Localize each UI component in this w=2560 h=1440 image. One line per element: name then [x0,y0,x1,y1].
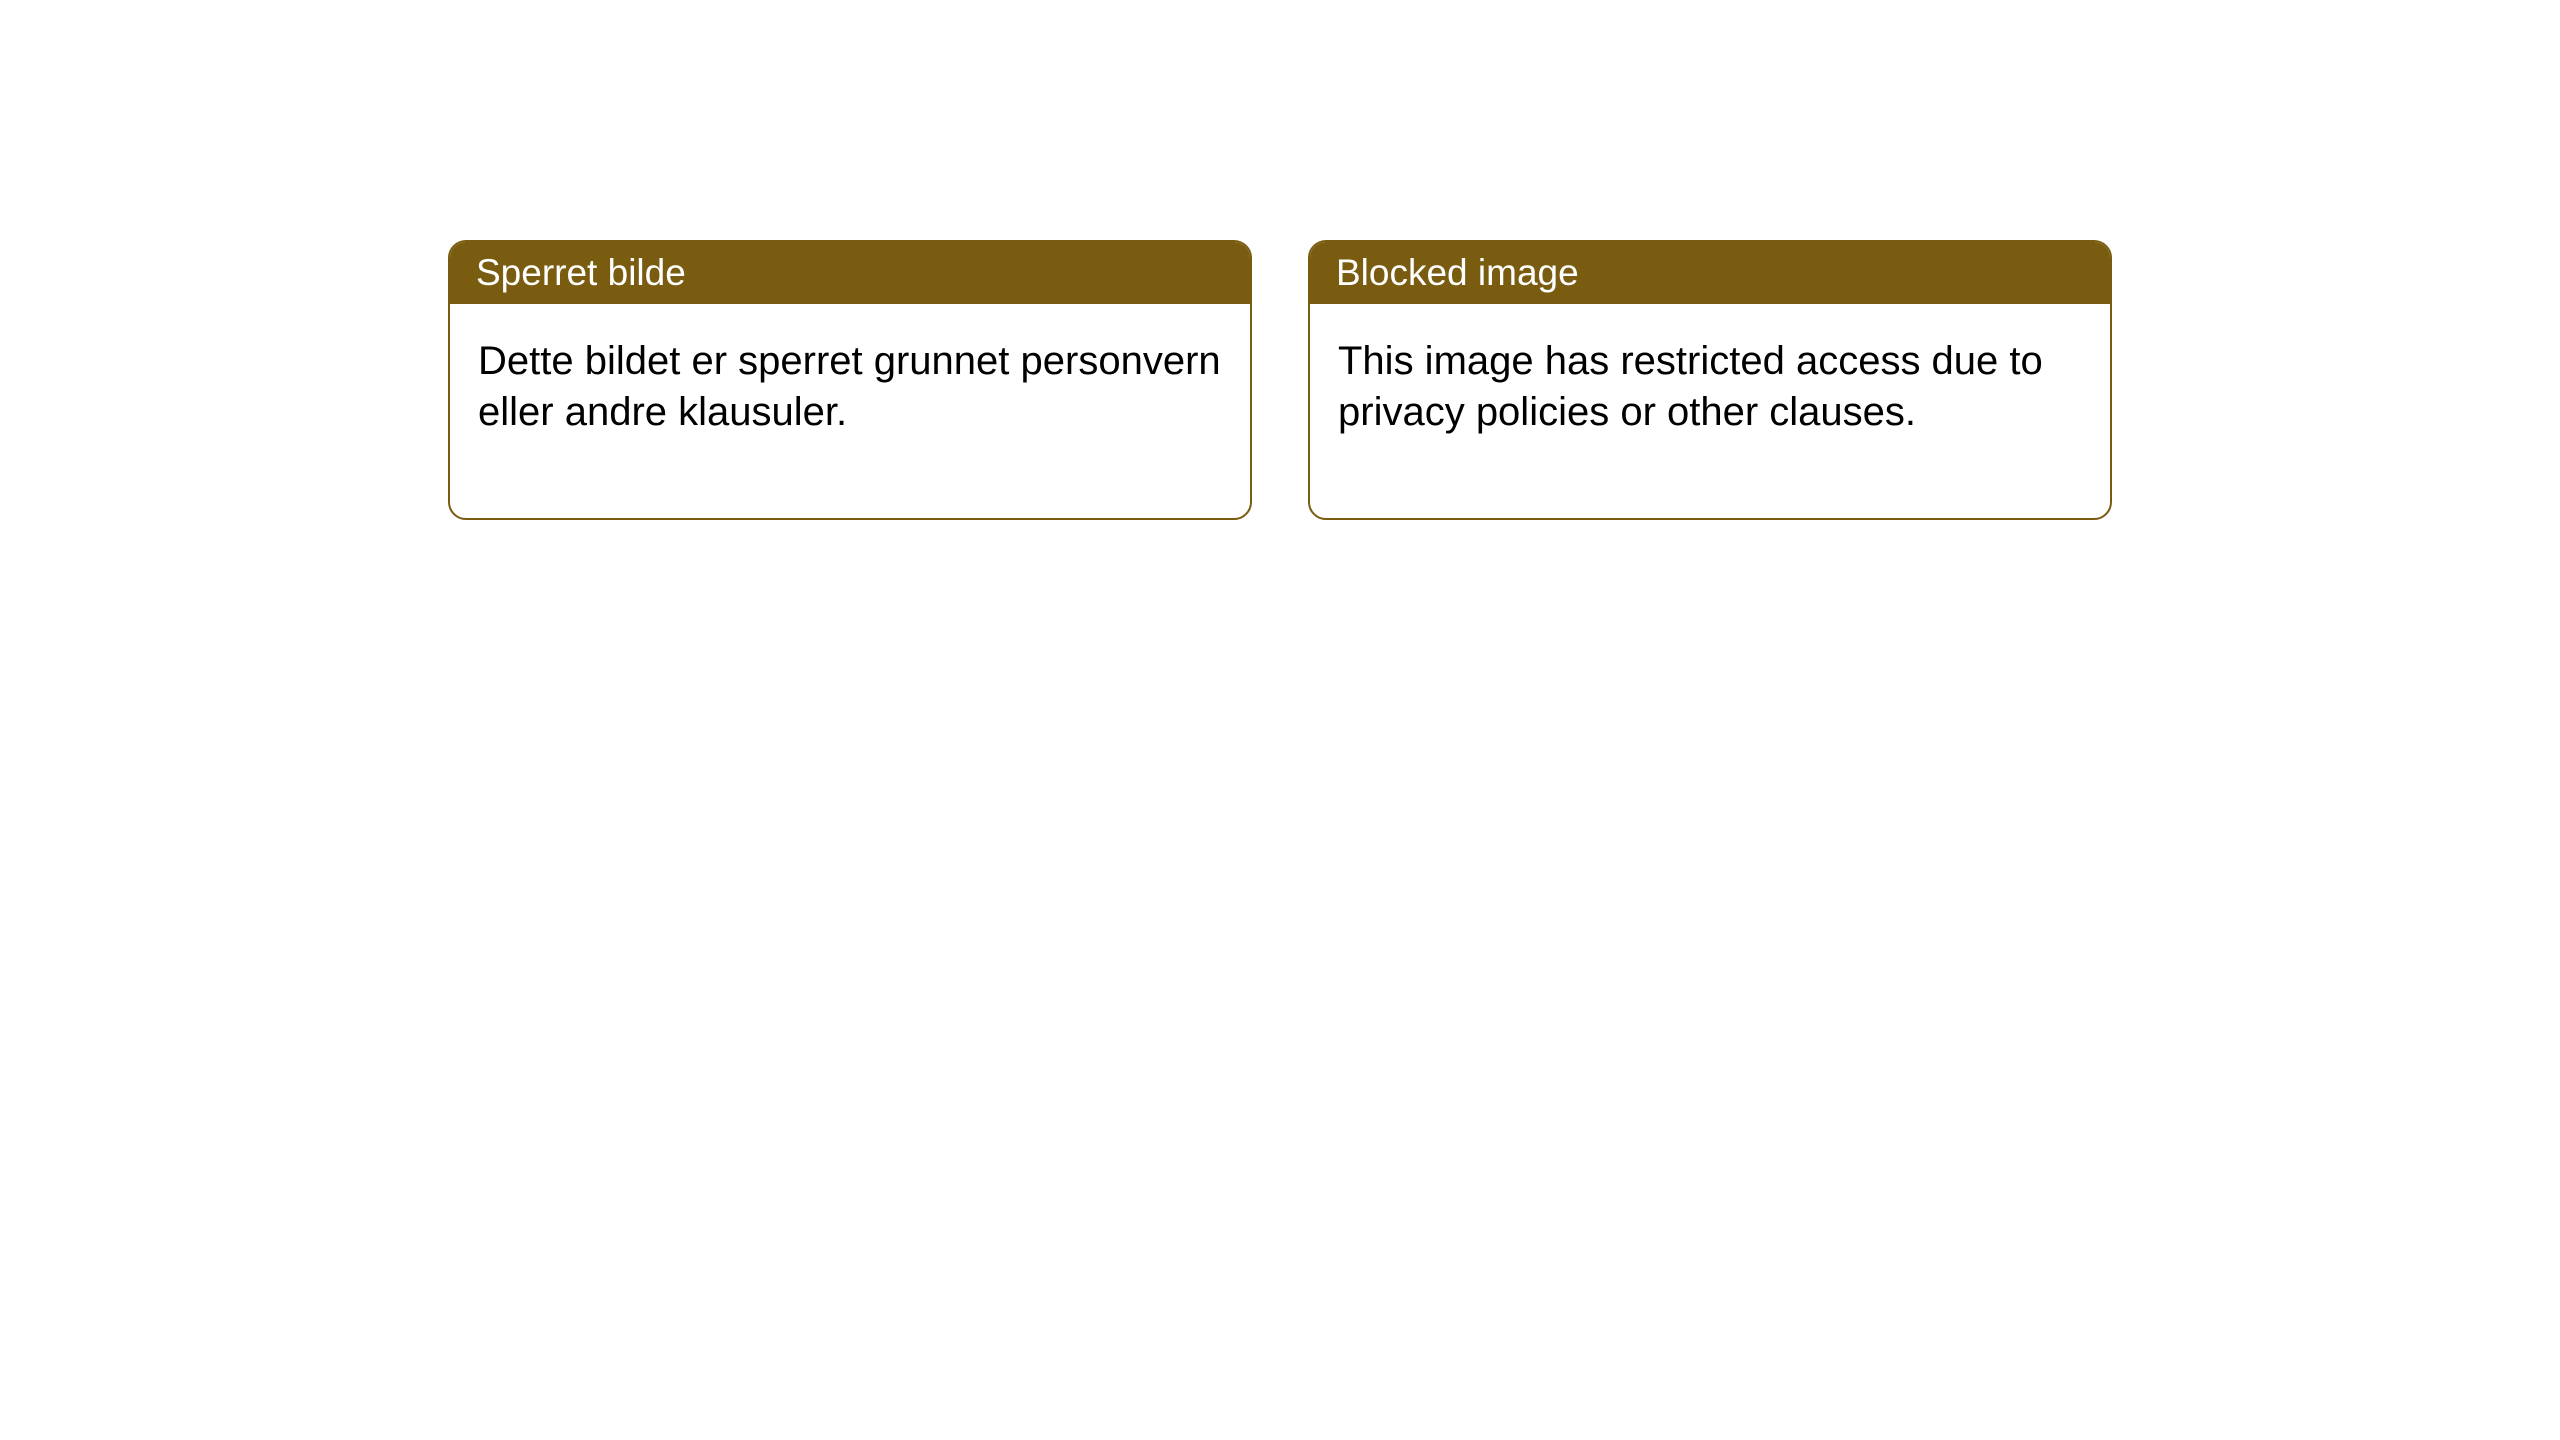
notice-body: This image has restricted access due to … [1310,304,2110,518]
notice-header: Blocked image [1310,242,2110,304]
notice-body-text: Dette bildet er sperret grunnet personve… [478,339,1221,434]
notice-title: Sperret bilde [476,252,686,293]
notice-body-text: This image has restricted access due to … [1338,339,2043,434]
notice-container: Sperret bilde Dette bildet er sperret gr… [0,0,2560,520]
notice-box-english: Blocked image This image has restricted … [1308,240,2112,520]
notice-title: Blocked image [1336,252,1579,293]
notice-body: Dette bildet er sperret grunnet personve… [450,304,1250,518]
notice-box-norwegian: Sperret bilde Dette bildet er sperret gr… [448,240,1252,520]
notice-header: Sperret bilde [450,242,1250,304]
